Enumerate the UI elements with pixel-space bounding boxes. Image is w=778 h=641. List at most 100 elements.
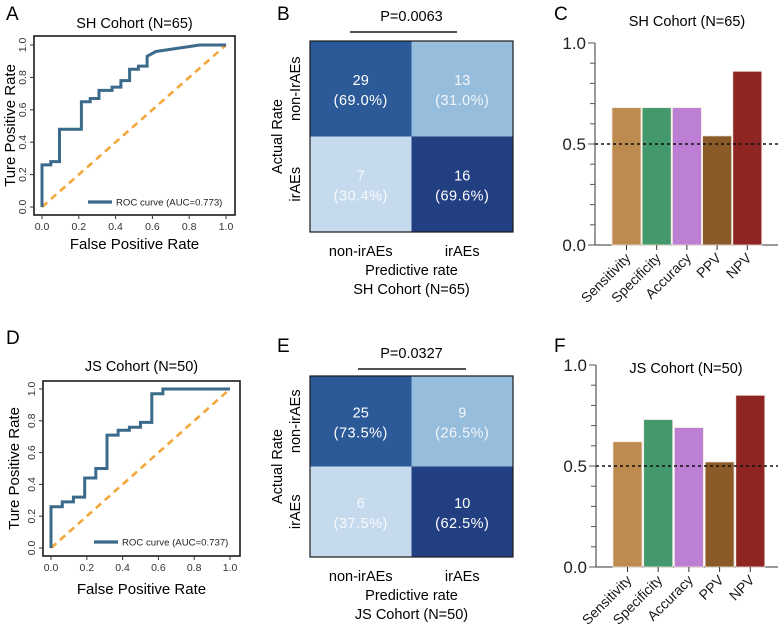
bar-specificity [643,419,674,568]
panel-letter-c: C [554,4,568,25]
x-axis-label: Predictive rate [365,588,458,604]
x-tick-label: 0.2 [79,562,94,574]
p-value-label: P=0.0327 [380,346,443,362]
x-axis-label: False Positive Rate [70,236,199,253]
cohort-subtitle: JS Cohort (N=50) [355,607,468,623]
row-label: non-irAEs [288,389,304,453]
column-label: non-irAEs [329,244,393,260]
plot-frame [42,380,241,557]
x-tick-label: NPV [723,249,755,281]
x-tick-label: 0.2 [71,221,86,233]
x-tick-label: PPV [693,249,725,281]
y-tick-label: 1.0 [17,38,29,53]
matrix-cell [411,136,513,232]
x-tick-label: 0.8 [187,562,202,574]
y-tick-label: 1.0 [563,356,587,375]
metrics-bar-chart-sh: SH Cohort (N=65)0.00.51.0SensitivitySpec… [562,14,778,306]
x-tick-label: 0.4 [108,221,123,233]
matrix-cell [310,41,412,137]
y-tick-label: 0.8 [17,70,29,85]
matrix-cell [310,136,412,232]
cell-count: 16 [454,168,470,184]
y-tick-label: 0.2 [17,167,29,182]
bar-ppv [702,135,732,246]
panel-letter-e: E [277,336,290,357]
y-tick-label: 0.0 [563,558,587,577]
x-tick-label: 1.0 [219,221,234,233]
x-tick-label: 0.0 [44,562,59,574]
bar-npv [732,70,763,246]
cell-percent: (73.5%) [334,425,388,441]
x-tick-label: 0.4 [115,562,130,574]
confusion-matrix-sh: P=0.0063 29 (69.0%) 13 (31.0%) 7 (30.4%) 16 (69.… [270,9,514,298]
panel-letter-a: A [6,4,19,25]
y-tick-label: 1.0 [26,382,38,397]
y-tick-label: 0.4 [26,477,38,492]
cell-count: 13 [454,73,470,89]
x-tick-label: 1.0 [223,562,238,574]
x-tick-label: 0.6 [151,562,166,574]
column-label: irAEs [445,569,480,585]
bar-accuracy [672,107,702,246]
y-axis-label: Ture Positive Rate [6,407,23,530]
y-tick-label: 0.0 [562,236,586,255]
matrix-frame [309,40,514,233]
cell-percent: (62.5%) [435,516,489,532]
roc-curve-line [40,43,226,207]
cell-count: 9 [458,405,466,421]
row-label: irAEs [288,494,304,529]
chart-title: SH Cohort (N=65) [629,14,745,30]
matrix-cell [411,376,513,467]
cell-count: 7 [357,168,365,184]
roc-panel-sh: SH Cohort (N=65) 0.0 0.2 0.4 0.6 0.8 1.0 0.0 0.2… [2,16,236,253]
plot-frame [33,35,236,216]
metrics-bar-chart-js: JS Cohort (N=50)0.00.51.0SensitivitySpec… [563,356,778,628]
matrix-frame [309,375,514,558]
cell-count: 25 [353,405,369,421]
bar-ppv [704,461,735,568]
panel-letter-b: B [277,4,290,25]
cohort-subtitle: SH Cohort (N=65) [353,282,469,298]
cell-percent: (31.0%) [435,93,489,109]
chance-diagonal-line [50,388,231,549]
x-tick-label: 0.0 [35,221,50,233]
x-tick-label: PPV [696,571,728,603]
x-axis-label: False Positive Rate [77,581,206,598]
chance-diagonal-line [41,44,227,208]
bar-npv [735,394,766,568]
cell-percent: (30.4%) [334,188,388,204]
column-label: irAEs [445,244,480,260]
cell-count: 10 [454,496,470,512]
chart-title: JS Cohort (N=50) [629,361,742,377]
y-tick-label: 1.0 [562,34,586,53]
row-label: irAEs [288,167,304,202]
chart-title: JS Cohort (N=50) [85,359,198,375]
column-label: non-irAEs [329,569,393,585]
matrix-cell [411,466,513,557]
legend-label: ROC curve (AUC=0.737) [122,538,228,549]
y-axis-label: Actual Rate [270,429,286,504]
y-tick-label: 0.4 [17,135,29,150]
panel-letter-d: D [6,328,20,349]
bar-sensitivity [611,107,642,246]
y-tick-label: 0.5 [562,135,586,154]
x-tick-label: 0.6 [145,221,160,233]
legend-label: ROC curve (AUC=0.773) [116,198,222,209]
y-tick-label: 0.0 [17,200,29,215]
y-tick-label: 0.2 [26,509,38,524]
cell-percent: (26.5%) [435,425,489,441]
cell-percent: (69.0%) [334,93,388,109]
row-label: non-IrAEs [288,57,304,121]
matrix-cell [411,41,513,137]
p-value-label: P=0.0063 [380,9,443,25]
x-axis-label: Predictive rate [365,263,458,279]
bar-accuracy [674,427,704,568]
bar-sensitivity [612,441,643,568]
matrix-cell [310,376,412,467]
roc-curve-line [49,387,230,548]
y-tick-label: 0.6 [17,102,29,117]
bar-specificity [641,107,672,246]
roc-panel-js: JS Cohort (N=50) 0.0 0.2 0.4 0.6 0.8 1.0 0.0 0.2… [6,359,241,598]
chart-title: SH Cohort (N=65) [76,16,192,32]
